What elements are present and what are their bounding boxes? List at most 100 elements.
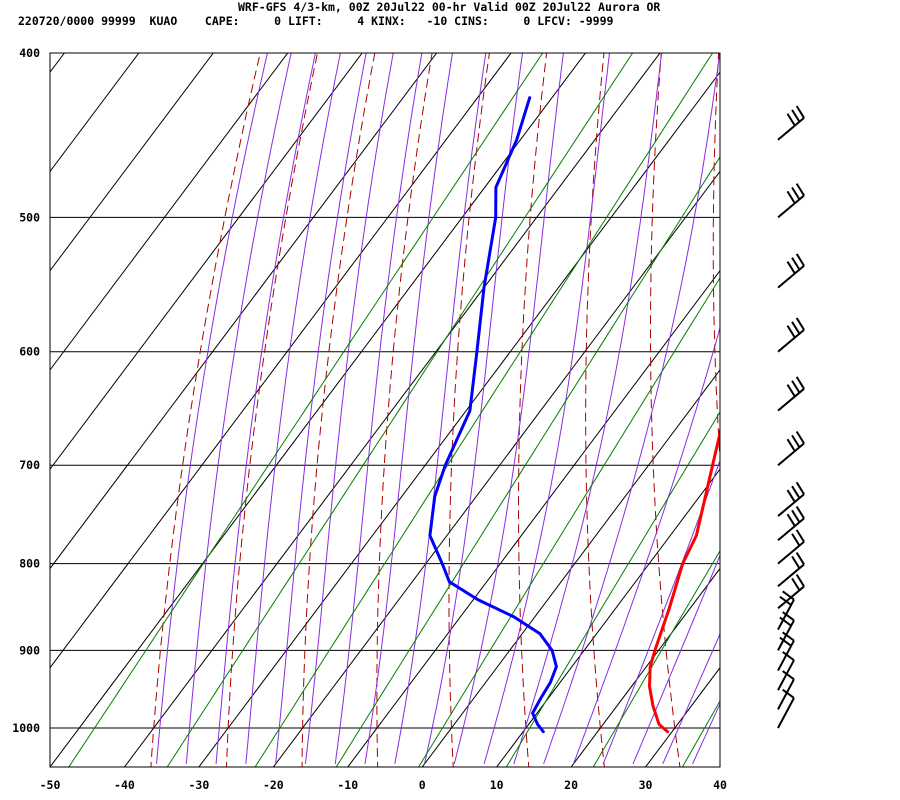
wind-barb-feather: [795, 573, 805, 587]
wind-barb-feather: [791, 434, 801, 448]
wind-barb-feather: [786, 190, 796, 204]
dry-adiabat-line: [585, 53, 605, 767]
sounding-indices: 220720/0000 99999 KUAO CAPE: 0 LIFT: 4 K…: [18, 14, 614, 28]
wind-barb-feather: [782, 631, 795, 642]
wind-barb-feather: [782, 611, 795, 622]
wind-barb-feather: [782, 688, 795, 699]
mixing-ratio-line: [335, 156, 720, 767]
dry-adiabat-line: [150, 53, 261, 767]
moist-adiabat-line: [662, 632, 720, 765]
wind-barb-feather: [791, 186, 801, 200]
isotherm-line: [50, 53, 363, 471]
wind-barb-feather: [782, 670, 795, 681]
wind-barb-feather: [786, 438, 796, 452]
temperature-tick-label: 0: [419, 778, 426, 792]
isotherm-line: [644, 666, 720, 767]
wind-barb-feather: [795, 253, 805, 267]
dry-adiabat-line: [301, 53, 376, 767]
temperature-tick-label: -40: [114, 778, 135, 792]
wind-barb-staff: [777, 697, 795, 729]
dewpoint-profile-line: [428, 96, 558, 734]
moist-adiabat-line: [156, 53, 268, 764]
wind-barb-feather: [779, 616, 792, 627]
moist-adiabat-line: [572, 325, 720, 765]
wind-barb-feather: [786, 325, 796, 339]
chart-title: WRF-GFS 4/3-km, 00Z 20Jul22 00-hr Valid …: [238, 0, 661, 14]
wind-barb-feather: [795, 183, 805, 197]
isotherm-line: [347, 269, 720, 767]
moist-adiabat-line: [245, 53, 341, 764]
mixing-ratio-line: [418, 277, 720, 767]
dry-adiabat-line: [774, 15, 832, 771]
moist-adiabat-line: [364, 53, 454, 764]
pressure-tick-label: 900: [19, 643, 40, 657]
sounding-profiles: [428, 96, 720, 734]
moist-adiabat-line: [424, 53, 524, 765]
wind-barb-feather: [791, 485, 801, 499]
wind-barb-feather: [795, 481, 805, 495]
pressure-tick-label: 400: [19, 46, 40, 60]
isotherm-line: [50, 53, 438, 570]
wind-barb-feather: [795, 105, 805, 119]
mixing-ratio-lines: [68, 53, 720, 767]
pressure-tick-label: 500: [19, 210, 40, 224]
dry-adiabat-line: [712, 53, 720, 466]
temperature-tick-label: 10: [490, 778, 504, 792]
isotherm-line: [0, 15, 18, 771]
dry-adiabats: [150, 15, 832, 771]
moist-adiabat-line: [632, 554, 720, 765]
wind-barb-feather: [795, 317, 805, 331]
wind-barb-feather: [782, 651, 795, 662]
moist-adiabat-line: [394, 53, 487, 765]
wind-barb-feather: [786, 513, 796, 527]
mixing-ratio-line: [505, 411, 720, 767]
moist-adiabat-line: [513, 53, 663, 765]
wind-barb-feather: [795, 430, 805, 444]
pressure-tick-label: 600: [19, 345, 40, 359]
temperature-tick-label: 30: [639, 778, 653, 792]
wind-barb-feather: [795, 376, 805, 390]
moist-adiabat-line: [334, 53, 423, 764]
wind-barb-feather: [791, 380, 801, 394]
mixing-ratio-line: [166, 53, 634, 767]
wind-barb-feather: [786, 261, 796, 274]
dry-adiabat-line: [376, 53, 433, 767]
isotherm-grid: [0, 15, 720, 771]
wind-barb-column: [777, 105, 805, 729]
isotherm-line: [123, 53, 661, 767]
isobar-grid: [50, 53, 720, 729]
isotherm-line: [496, 468, 720, 767]
mixing-ratio-line: [68, 53, 544, 767]
moist-adiabat-line: [215, 53, 317, 764]
temperature-tick-label: 40: [713, 778, 727, 792]
isotherm-line: [719, 766, 720, 767]
pressure-tick-label: 1000: [12, 721, 40, 735]
dry-adiabat-line: [448, 53, 490, 767]
wind-barb-feather: [782, 590, 795, 601]
moist-adiabat-line: [692, 702, 720, 765]
moist-adiabat-line: [453, 53, 564, 765]
mixing-ratio-line: [254, 53, 714, 767]
temperature-tick-label: -20: [263, 778, 284, 792]
moist-adiabat-line: [275, 53, 367, 764]
isotherm-line: [570, 567, 720, 767]
isotherm-line: [50, 53, 214, 272]
wind-barb-feather: [786, 384, 796, 398]
isotherm-line: [50, 53, 512, 669]
isotherm-line: [50, 53, 587, 767]
pressure-axis: 400 500 600 700 800 900 1000: [12, 46, 40, 735]
isotherm-line: [50, 53, 66, 74]
pressure-tick-label: 800: [19, 557, 40, 571]
temperature-tick-label: -30: [188, 778, 209, 792]
wind-barb-feather: [795, 505, 805, 519]
dry-adiabat-line: [650, 53, 681, 767]
wind-barb-feather: [779, 636, 792, 647]
plot-frame: [49, 52, 721, 768]
wind-barb-staff: [777, 659, 795, 691]
temperature-axis: -50 -40 -30 -20 -10 0 10 20 30 40: [40, 778, 727, 792]
pressure-tick-label: 700: [19, 458, 40, 472]
moist-adiabat-line: [543, 53, 720, 765]
moist-adiabat-line: [304, 53, 394, 764]
dry-adiabat-line: [226, 53, 319, 767]
wind-barb-staff: [777, 678, 795, 710]
